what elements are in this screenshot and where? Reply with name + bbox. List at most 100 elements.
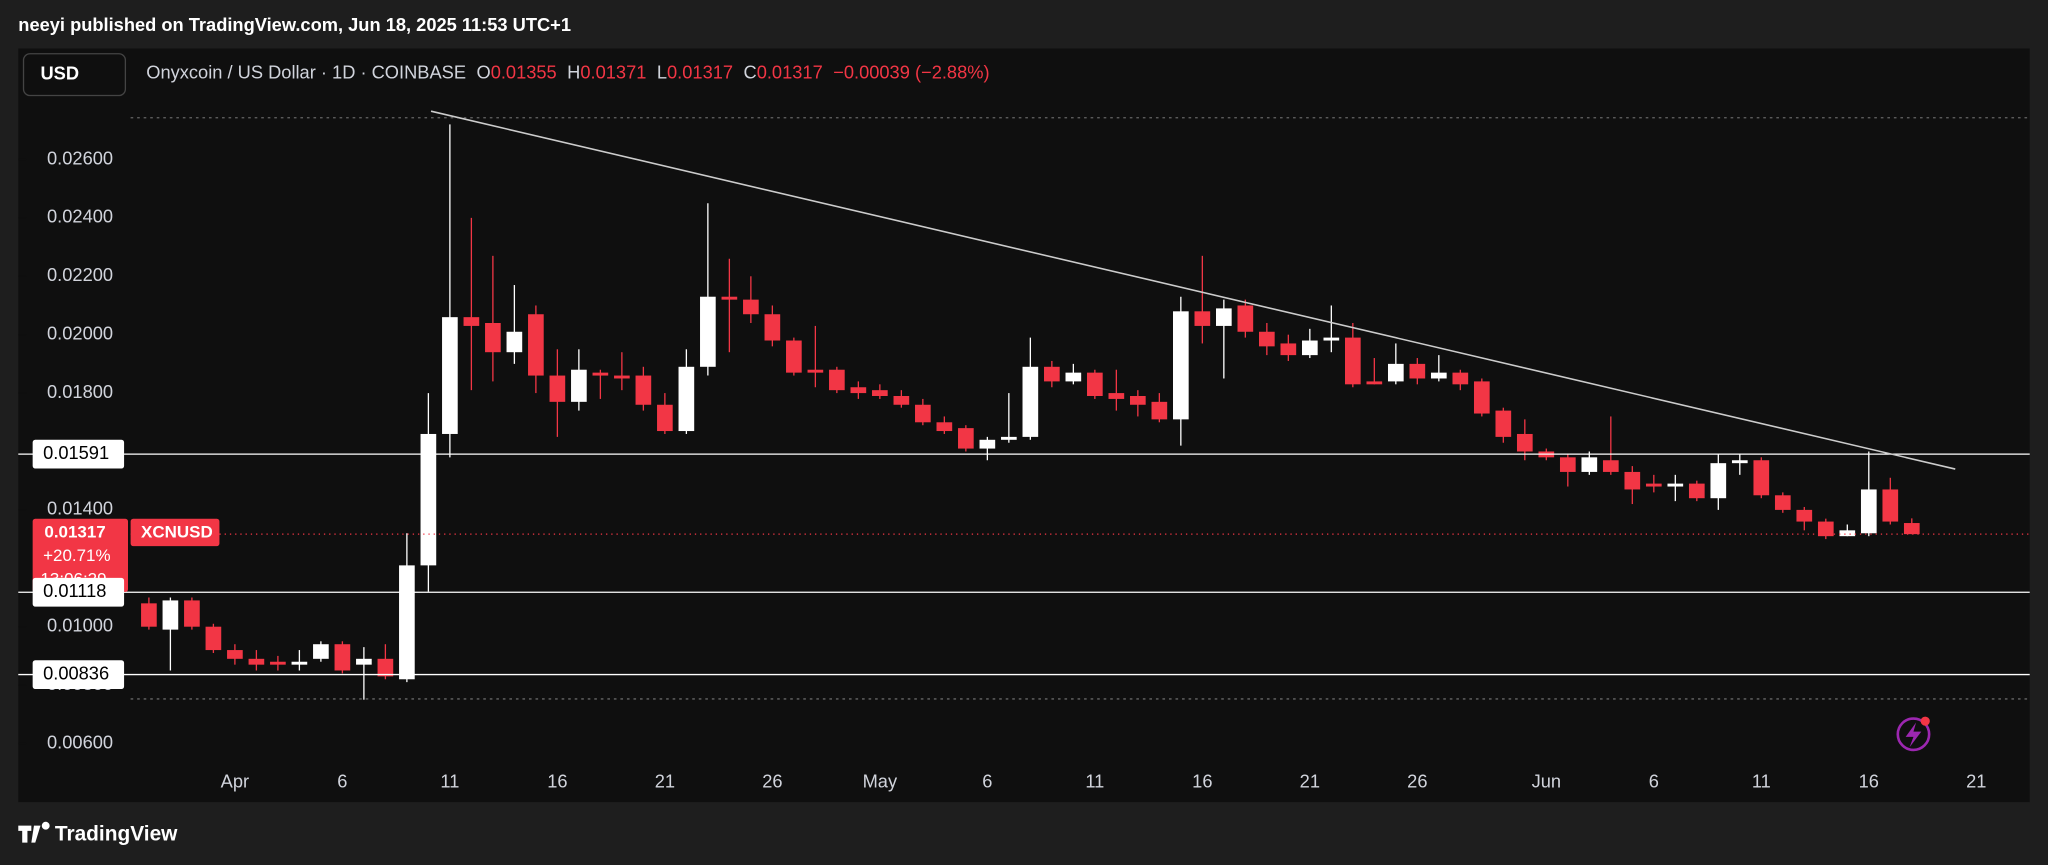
candle-body — [1495, 410, 1512, 437]
candle-body — [657, 404, 673, 432]
candle-body — [936, 422, 953, 432]
candle-body — [1044, 366, 1060, 382]
plot: 0.02600 0.02400 0.02200 0.02000 0.01800 0.014… — [18, 117, 2030, 791]
candle-body — [614, 375, 630, 379]
candle-body — [786, 340, 802, 373]
publish-note: neeyi published on TradingView.com, Jun … — [18, 14, 571, 35]
candle-body — [1882, 489, 1899, 522]
price-tag-value: 0.01317 — [44, 523, 105, 542]
candle-body — [291, 661, 308, 665]
level-label: 0.01591 — [43, 442, 109, 463]
ohlc-value: 0.01317 — [757, 61, 823, 82]
candle-body — [764, 314, 781, 341]
candle-body — [1087, 372, 1103, 397]
level-tag — [32, 439, 125, 469]
candle-body — [1409, 363, 1426, 379]
y-tick-label: 0.00600 — [47, 731, 113, 752]
candle-body — [1151, 401, 1168, 420]
legend: Onyxcoin / US Dollar · 1D · COINBASE O0.0… — [146, 61, 989, 82]
candle-body — [1216, 308, 1232, 326]
brand: TradingView — [18, 821, 178, 845]
candle-body — [485, 322, 501, 353]
y-tick-label: 0.02400 — [47, 206, 113, 227]
ohlc-value: 0.01371 — [580, 61, 646, 82]
candle-body — [1710, 463, 1727, 499]
ohlc-value: 0.01355 — [491, 61, 557, 82]
brand-logo — [18, 821, 50, 843]
trendline — [430, 110, 1956, 470]
lightning-icon[interactable] — [1896, 716, 1931, 752]
candle-body — [399, 565, 415, 680]
candle-body — [1645, 483, 1662, 487]
candle-body — [807, 369, 824, 373]
candle-body — [528, 314, 544, 376]
x-tick-label: 16 — [1859, 770, 1879, 791]
ohlc-label: H — [567, 61, 580, 82]
candle-body — [1387, 363, 1404, 382]
ohlc-label: O — [476, 61, 490, 82]
candle-body — [1581, 457, 1598, 472]
change: −0.00039 (−2.88%) — [833, 61, 989, 82]
candle-body — [872, 390, 888, 397]
overlay: USD Onyxcoin / US Dollar · 1D · COINBASE… — [18, 53, 1931, 845]
candle-body — [979, 439, 996, 449]
x-tick-label: 6 — [982, 770, 992, 791]
candle-body — [721, 296, 738, 300]
x-tick-label: 6 — [1649, 770, 1659, 791]
x-tick-label: 11 — [1752, 770, 1771, 791]
candle-body — [356, 658, 372, 665]
level-label: 0.00836 — [43, 662, 109, 683]
candle-body — [442, 317, 458, 434]
candle-body — [1624, 471, 1641, 490]
candle-body — [248, 658, 265, 665]
candle-body — [1473, 381, 1490, 414]
x-tick-label: 16 — [547, 770, 567, 791]
x-tick-label: 11 — [1085, 770, 1104, 791]
candle-body — [1430, 372, 1447, 379]
x-tick-label: Jun — [1532, 770, 1561, 791]
x-tick-label: 21 — [1300, 770, 1320, 791]
candle-body — [635, 375, 652, 405]
icon-bolt — [1905, 722, 1922, 748]
candle-body — [592, 372, 609, 376]
candle-body — [377, 658, 394, 677]
x-tick-label: 16 — [1192, 770, 1212, 791]
price-tag — [32, 518, 128, 592]
candle-body — [313, 644, 329, 659]
symbol: Onyxcoin / US Dollar · 1D · COINBASE — [146, 61, 466, 82]
candle-body — [1022, 366, 1039, 437]
candle-body — [1130, 396, 1146, 405]
x-tick-label: 21 — [1966, 770, 1986, 791]
candle-body — [1860, 489, 1877, 534]
candle-body — [162, 600, 179, 630]
candle-body — [1817, 521, 1834, 537]
y-tick-label: 0.01000 — [47, 615, 113, 636]
x-tick-label: 21 — [655, 770, 675, 791]
currency-button[interactable] — [22, 53, 127, 97]
candle-body — [850, 387, 867, 394]
candle-body — [1323, 337, 1340, 341]
candle-body — [1667, 483, 1684, 487]
candle-body — [1796, 509, 1813, 522]
ticker-tag — [130, 518, 220, 547]
y-tick-label: 0.02200 — [47, 264, 113, 285]
candle-body — [678, 366, 695, 432]
candle-body — [1839, 530, 1856, 537]
candle-body — [506, 331, 523, 353]
currency-label: USD — [40, 62, 79, 83]
candle-body — [915, 404, 931, 423]
candle-body — [893, 396, 910, 405]
candle-body — [205, 626, 222, 651]
level-tag — [32, 577, 125, 607]
candle-body — [1237, 305, 1254, 332]
x-tick-label: 26 — [1407, 770, 1427, 791]
candle-body — [1602, 460, 1619, 472]
candle-body — [1516, 433, 1533, 452]
candle-body — [958, 428, 974, 449]
x-tick-label: May — [863, 770, 898, 791]
ticker: XCNUSD — [141, 523, 213, 542]
candle-body — [1280, 343, 1297, 356]
price-change: +20.71% — [43, 546, 110, 565]
level-label: 0.01118 — [43, 580, 106, 601]
candle-body — [1753, 460, 1770, 496]
